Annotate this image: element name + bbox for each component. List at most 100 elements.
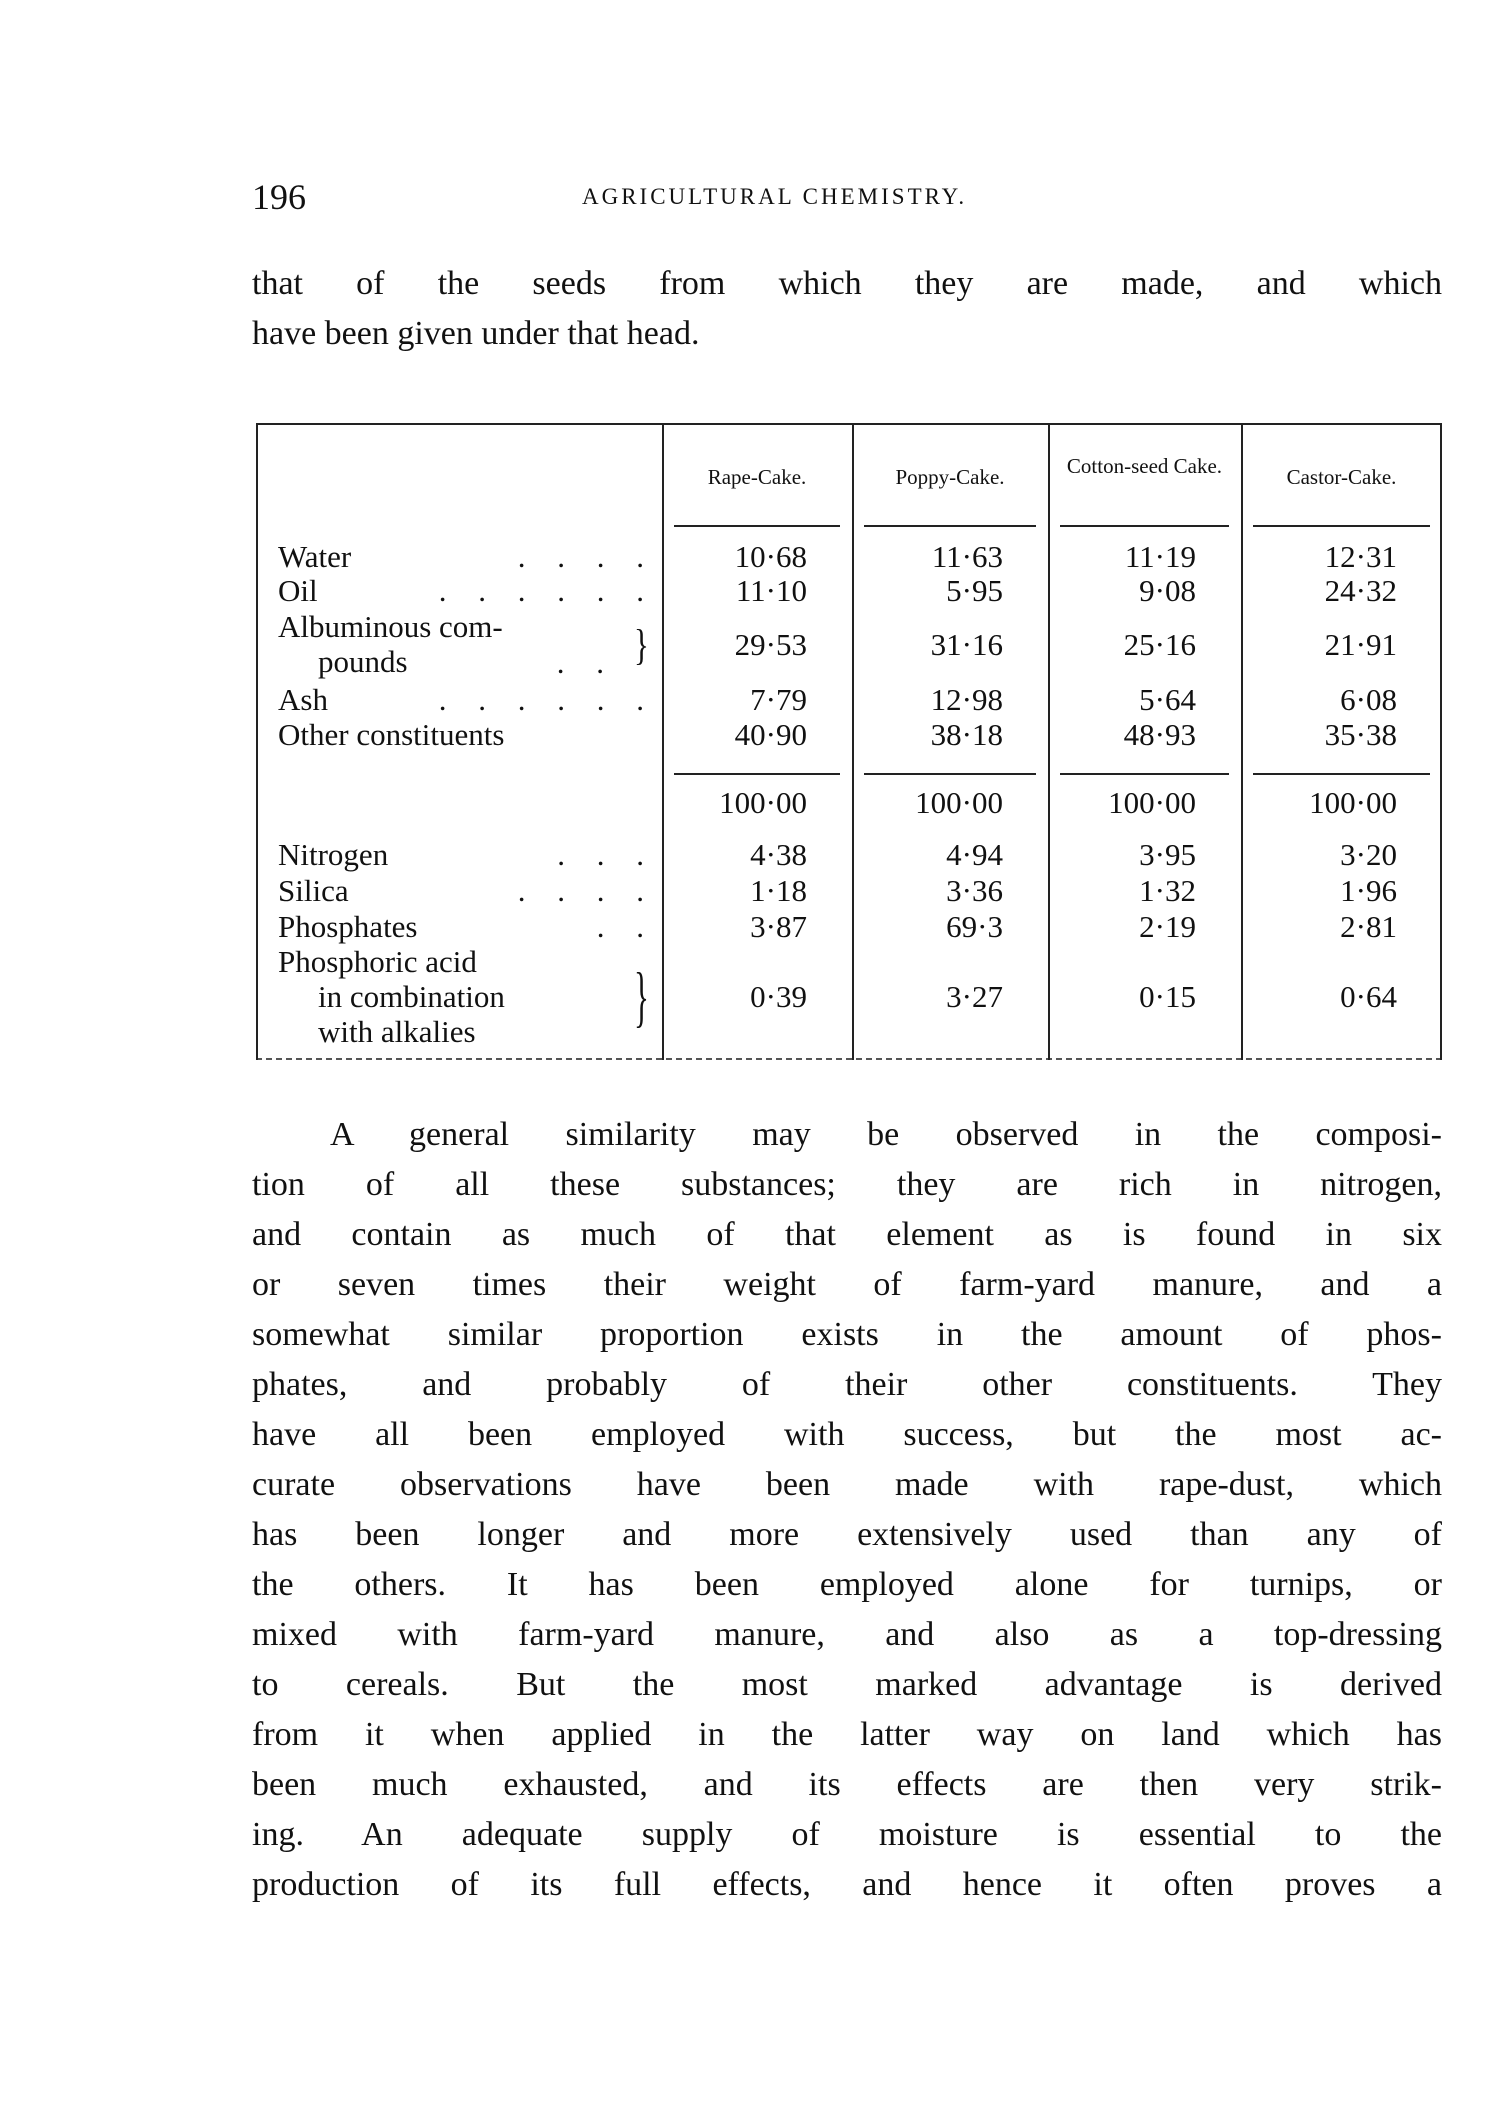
column-divider <box>1048 423 1050 1060</box>
text-line: phates, and probably of their other cons… <box>252 1366 1442 1403</box>
row-label: Nitrogen <box>278 836 389 873</box>
cell-value: 3·20 <box>1340 837 1397 872</box>
label-line: Albuminous com- <box>278 609 503 644</box>
cell-value: 24·32 <box>1324 573 1397 608</box>
total-value: 100·00 <box>1108 785 1196 820</box>
cell-value: 1·96 <box>1340 873 1397 908</box>
text-line: from it when applied in the latter way o… <box>252 1716 1442 1753</box>
table-left-border <box>256 423 258 1060</box>
cell-value: 1·18 <box>750 873 807 908</box>
label-line: in combination <box>318 978 505 1014</box>
label-line: with alkalies <box>318 1013 476 1049</box>
page-number: 196 <box>252 177 306 217</box>
row-label: Albuminous com-pounds <box>278 610 503 680</box>
row-label: Other constituents <box>278 716 505 753</box>
cell-value: 2·19 <box>1139 909 1196 944</box>
total-value: 100·00 <box>915 785 1003 820</box>
brace-icon: } <box>634 957 649 1035</box>
cell-value: 3·87 <box>750 909 807 944</box>
running-title: AGRICULTURAL CHEMISTRY. <box>582 184 968 209</box>
cell-value: 2·81 <box>1340 909 1397 944</box>
cell-value: 3·36 <box>946 873 1003 908</box>
cell-value: 4·38 <box>750 837 807 872</box>
row-label: Phosphates <box>278 908 418 945</box>
text-line: tion of all these substances; they are r… <box>252 1166 1442 1203</box>
cell-value: 69·3 <box>946 909 1003 944</box>
row-label: Silica <box>278 873 349 909</box>
column-header: Cotton-seed Cake. <box>1066 454 1223 478</box>
cell-value: 1·32 <box>1139 873 1196 908</box>
row-label: Phosphoric acid in combination with alkali… <box>278 943 505 1050</box>
label-line: Nitrogen <box>278 836 389 872</box>
dot-leader: . . . <box>557 837 656 872</box>
column-divider <box>1241 423 1243 1060</box>
cell-value: 12·31 <box>1324 539 1397 574</box>
cell-value: 40·90 <box>734 717 807 752</box>
cell-value: 11·63 <box>931 539 1003 574</box>
label-line: Ash <box>278 681 328 717</box>
label-line: Other constituents <box>278 716 505 752</box>
text-line: mixed with farm-yard manure, and also as… <box>252 1616 1442 1653</box>
total-rule <box>674 773 840 775</box>
total-value: 100·00 <box>719 785 807 820</box>
text-line: and contain as much of that element as i… <box>252 1216 1442 1253</box>
text-line: has been longer and more extensively use… <box>252 1516 1442 1553</box>
cell-value: 31·16 <box>930 627 1003 662</box>
total-rule <box>1060 773 1229 775</box>
cell-value: 7·79 <box>750 682 807 717</box>
text-line: ing. An adequate supply of moisture is e… <box>252 1816 1442 1853</box>
label-line: pounds <box>318 644 408 679</box>
header-rule <box>1253 525 1430 527</box>
dot-leader: . . <box>596 909 656 944</box>
cell-value: 48·93 <box>1123 717 1196 752</box>
total-rule <box>864 773 1036 775</box>
cell-value: 5·64 <box>1139 682 1196 717</box>
header-rule <box>674 525 840 527</box>
cell-value: 3·27 <box>946 979 1003 1014</box>
cell-value: 38·18 <box>930 717 1003 752</box>
column-divider <box>852 423 854 1060</box>
table-bottom-rule <box>256 1058 1442 1060</box>
label-line: Phosphates <box>278 908 418 944</box>
text-line: been much exhausted, and its effects are… <box>252 1766 1442 1803</box>
column-divider <box>662 423 664 1060</box>
cell-value: 9·08 <box>1139 573 1196 608</box>
dot-leader: . . . . . . <box>438 682 656 717</box>
dot-leader: . . <box>556 644 616 680</box>
cell-value: 5·95 <box>946 573 1003 608</box>
column-header: Rape-Cake. <box>707 465 807 489</box>
cell-value: 10·68 <box>734 539 807 574</box>
row-label: Water <box>278 538 352 575</box>
text-line: to cereals. But the most marked advantag… <box>252 1666 1442 1703</box>
cell-value: 0·64 <box>1340 979 1397 1014</box>
cell-value: 21·91 <box>1324 627 1397 662</box>
text-line: somewhat similar proportion exists in th… <box>252 1316 1442 1353</box>
cell-value: 0·39 <box>750 979 807 1014</box>
brace-icon: } <box>634 619 649 669</box>
table-top-rule <box>256 423 1442 425</box>
total-value: 100·00 <box>1309 785 1397 820</box>
cell-value: 0·15 <box>1139 979 1196 1014</box>
cell-value: 4·94 <box>946 837 1003 872</box>
table-right-border <box>1440 423 1442 1060</box>
row-label: Oil <box>278 572 318 609</box>
row-label: Ash <box>278 681 328 718</box>
label-line: Oil <box>278 572 318 608</box>
label-line: Water <box>278 538 352 574</box>
text-line: or seven times their weight of farm-yard… <box>252 1266 1442 1303</box>
label-line: Phosphoric acid <box>278 943 477 979</box>
dot-leader: . . . . <box>517 873 656 908</box>
text-line: the others. It has been employed alone f… <box>252 1566 1442 1603</box>
text-line: production of its full effects, and henc… <box>252 1866 1442 1903</box>
column-header: Poppy-Cake. <box>895 465 1005 489</box>
text-line: curate observations have been made with … <box>252 1466 1442 1503</box>
text-line: that of the seeds from which they are ma… <box>252 265 1442 302</box>
text-line: have all been employed with success, but… <box>252 1416 1442 1453</box>
composition-table: Rape-Cake. 100·00 Poppy-Cake. 100·00 Cotton-… <box>256 423 1442 1060</box>
text-line: have been given under that head. <box>252 315 700 352</box>
column-header: Castor-Cake. <box>1286 465 1397 489</box>
dot-leader: . . . . <box>517 539 656 574</box>
cell-value: 35·38 <box>1324 717 1397 752</box>
cell-value: 11·19 <box>1124 539 1196 574</box>
text-line: A general similarity may be observed in … <box>330 1116 1442 1153</box>
